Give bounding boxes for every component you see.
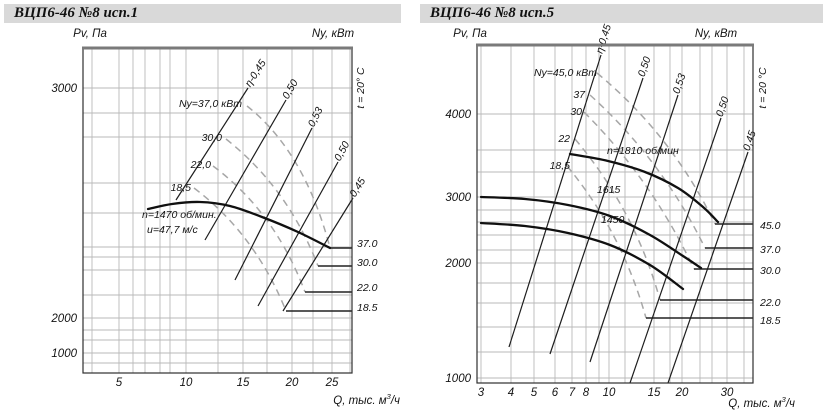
- efficiency-label: η-0,45: [594, 23, 614, 55]
- chart-title-isp5: ВЦП6-46 №8 исп.5: [430, 5, 555, 21]
- power-curve-dashed: [574, 138, 661, 301]
- efficiency-label: 0,50: [714, 95, 732, 118]
- efficiency-label: 0,50: [636, 55, 654, 78]
- speed-label: 1615: [597, 184, 621, 196]
- efficiency-label: 0,50: [332, 139, 352, 163]
- power-curve-dashed: [246, 105, 331, 249]
- efficiency-label: 0,45: [347, 176, 368, 200]
- power-callout-label: 22.0: [759, 297, 781, 309]
- efficiency-ray: [508, 54, 602, 348]
- power-callout-label: 18.5: [357, 302, 378, 314]
- x-tick-label: 20: [675, 387, 689, 399]
- efficiency-ray: [549, 77, 644, 355]
- x-axis-title: Q, тыс. м3/ч: [728, 395, 795, 410]
- power-callout-label: 18.5: [760, 315, 781, 327]
- x-tick-label: 6: [552, 387, 559, 399]
- grid: [477, 45, 753, 383]
- efficiency-ray: [589, 94, 679, 363]
- power-line-label: 22: [557, 133, 570, 145]
- power-curve-dashed: [193, 187, 287, 312]
- y-tick-label: 3000: [51, 83, 77, 95]
- x-tick-label: 15: [648, 387, 661, 399]
- x-tick-label: 25: [325, 377, 339, 389]
- efficiency-ray: [667, 151, 749, 384]
- y-tick-label: 1000: [51, 348, 77, 360]
- speed-sublabel: u=47,7 м/с: [147, 224, 198, 236]
- efficiency-label: 0,53: [671, 72, 689, 95]
- efficiency-ray: [175, 87, 249, 201]
- chart-title-band-isp5: ВЦП6-46 №8 исп.5: [420, 4, 823, 23]
- efficiency-ray: [257, 161, 339, 307]
- x-tick-label: 8: [583, 387, 590, 399]
- power-curve-dashed: [225, 138, 319, 267]
- x-tick-label: 7: [569, 387, 576, 399]
- power-line-label: Ny=45,0 кВт: [534, 67, 597, 79]
- fan-chart-1: 45.0 37.0 30.0 22.0 18.5 η-0,45 0,50 0,53 0,50 0,…: [444, 23, 795, 410]
- power-callout-label: 45.0: [760, 220, 781, 232]
- power-callout-label: 37.0: [357, 238, 378, 250]
- y-tick-label: 2000: [50, 313, 77, 325]
- chart-title-band-isp1: ВЦП6-46 №8 исп.1: [4, 4, 401, 23]
- fan-chart-0: 37.030.022.018.5η-0,450,500,530,500,45Ny…: [50, 28, 400, 407]
- efficiency-label: 0,53: [306, 105, 326, 129]
- fan-curve: [146, 200, 332, 250]
- x-tick-label: 5: [116, 377, 123, 389]
- power-axis-title: Ny, кВт: [695, 28, 738, 40]
- power-callout-label: 30.0: [357, 257, 378, 269]
- y-tick-label: 3000: [445, 192, 471, 204]
- speed-label: 1450: [601, 214, 625, 226]
- power-line-label: 30: [570, 106, 582, 118]
- efficiency-ray: [204, 99, 287, 241]
- x-axis-title: Q, тыс. м3/ч: [333, 392, 400, 407]
- x-tick-label: 20: [285, 377, 299, 389]
- power-curve-dashed: [583, 111, 695, 270]
- efficiency-ray: [234, 127, 313, 281]
- x-tick-label: 10: [603, 387, 616, 399]
- temperature-note: t = 20 °C: [757, 67, 769, 109]
- y-tick-label: 1000: [445, 373, 471, 385]
- power-line-label: 18,5: [171, 182, 192, 194]
- power-line-label: 30,0: [202, 132, 223, 144]
- temperature-note: t = 20° C: [355, 67, 367, 109]
- chart-title-isp1: ВЦП6-46 №8 исп.1: [14, 5, 139, 21]
- x-tick-label: 4: [508, 387, 514, 399]
- y-tick-label: 4000: [445, 109, 471, 121]
- power-curve-dashed: [212, 165, 306, 293]
- x-tick-label: 15: [237, 377, 250, 389]
- power-curve-dashed: [566, 165, 647, 319]
- power-line-label: 18,5: [550, 160, 571, 172]
- x-tick-label: 10: [180, 377, 193, 389]
- power-callout-label: 30.0: [760, 265, 781, 277]
- speed-label: n=1810 об/мин: [607, 145, 679, 157]
- x-tick-label: 3: [478, 387, 485, 399]
- fan-curve: [479, 195, 703, 270]
- y-axis-title: Pv, Па: [73, 28, 107, 40]
- power-line-label: 22,0: [190, 159, 212, 171]
- power-axis-title: Ny, кВт: [312, 28, 355, 40]
- x-tick-label: 30: [721, 387, 734, 399]
- power-line-label: Ny=37,0 кВт: [179, 98, 242, 110]
- y-tick-label: 2000: [444, 258, 471, 270]
- power-curve-dashed: [596, 72, 716, 225]
- efficiency-label: 0,45: [741, 129, 759, 152]
- power-line-label: 37: [573, 89, 586, 101]
- fan-curve: [568, 152, 720, 224]
- power-callout-label: 22.0: [356, 282, 378, 294]
- efficiency-label: 0,50: [280, 77, 301, 101]
- efficiency-label: η-0,45: [243, 57, 269, 89]
- x-tick-label: 5: [531, 387, 538, 399]
- y-axis-title: Pv, Па: [453, 28, 487, 40]
- power-callout-label: 37.0: [760, 244, 781, 256]
- speed-label: n=1470 об/мин.: [142, 209, 217, 221]
- fan-curve: [479, 221, 685, 291]
- efficiency-ray: [282, 197, 354, 312]
